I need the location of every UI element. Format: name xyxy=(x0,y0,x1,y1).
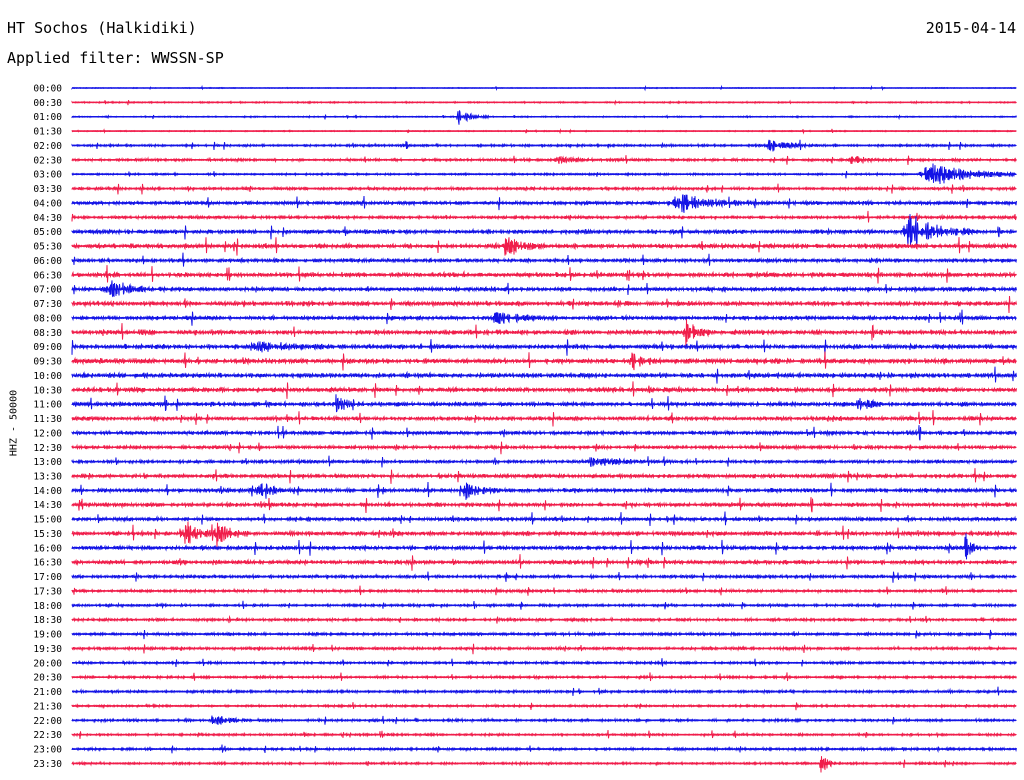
record-date: 2015-04-14 xyxy=(925,19,1016,37)
row-time-label: 17:30 xyxy=(33,586,62,597)
trace-group xyxy=(71,84,1017,773)
row-time-label: 09:30 xyxy=(33,357,62,368)
row-time-label: 16:30 xyxy=(33,558,62,569)
trace-row xyxy=(71,533,1017,560)
row-time-label: 19:00 xyxy=(33,630,62,641)
row-time-label: 20:00 xyxy=(33,658,62,669)
row-label-group: 00:00 00:30 01:00 01:30 02:00 02:30 03:00 03:30… xyxy=(33,84,62,770)
row-time-label: 15:00 xyxy=(33,515,62,526)
row-time-label: 12:00 xyxy=(33,428,62,439)
row-time-label: 12:30 xyxy=(33,443,62,454)
row-time-label: 16:00 xyxy=(33,543,62,554)
trace-row xyxy=(71,295,1017,314)
row-time-label: 10:30 xyxy=(33,385,62,396)
row-time-label: 20:30 xyxy=(33,673,62,684)
row-time-label: 15:30 xyxy=(33,529,62,540)
trace-row xyxy=(71,210,1017,223)
row-time-label: 03:00 xyxy=(33,170,62,181)
row-time-label: 00:30 xyxy=(33,98,62,109)
row-time-label: 08:30 xyxy=(33,328,62,339)
row-time-label: 04:00 xyxy=(33,198,62,209)
station-title: HT Sochos (Halkidiki) xyxy=(7,19,197,37)
row-time-label: 08:00 xyxy=(33,313,62,324)
row-time-label: 18:00 xyxy=(33,601,62,612)
row-time-label: 11:30 xyxy=(33,414,62,425)
row-time-label: 14:00 xyxy=(33,486,62,497)
trace-row xyxy=(71,319,1017,349)
row-time-label: 21:30 xyxy=(33,701,62,712)
row-time-label: 13:00 xyxy=(33,457,62,468)
row-time-label: 01:30 xyxy=(33,127,62,138)
trace-row xyxy=(71,756,1017,773)
row-time-label: 06:00 xyxy=(33,256,62,267)
row-time-label: 05:30 xyxy=(33,242,62,253)
filter-label: Applied filter: WWSSN-SP xyxy=(7,49,224,67)
row-time-label: 21:00 xyxy=(33,687,62,698)
row-time-label: 00:00 xyxy=(33,84,62,95)
row-time-label: 06:30 xyxy=(33,270,62,281)
row-time-label: 02:30 xyxy=(33,155,62,166)
row-time-label: 22:30 xyxy=(33,730,62,741)
row-time-label: 11:00 xyxy=(33,400,62,411)
row-time-label: 04:30 xyxy=(33,213,62,224)
row-time-label: 03:30 xyxy=(33,184,62,195)
row-time-label: 07:00 xyxy=(33,285,62,296)
row-time-label: 19:30 xyxy=(33,644,62,655)
row-time-label: 14:30 xyxy=(33,500,62,511)
row-time-label: 17:00 xyxy=(33,572,62,583)
row-time-label: 09:00 xyxy=(33,342,62,353)
trace-row xyxy=(71,394,1017,413)
row-time-label: 23:30 xyxy=(33,759,62,770)
trace-row xyxy=(71,110,1017,125)
trace-row xyxy=(71,455,1017,468)
row-time-label: 05:00 xyxy=(33,227,62,238)
row-time-label: 01:00 xyxy=(33,112,62,123)
row-time-label: 02:00 xyxy=(33,141,62,152)
row-time-label: 10:00 xyxy=(33,371,62,382)
row-time-label: 22:00 xyxy=(33,716,62,727)
row-time-label: 23:00 xyxy=(33,745,62,756)
trace-row xyxy=(71,481,1017,500)
row-time-label: 07:30 xyxy=(33,299,62,310)
row-time-label: 13:30 xyxy=(33,471,62,482)
row-time-label: 18:30 xyxy=(33,615,62,626)
